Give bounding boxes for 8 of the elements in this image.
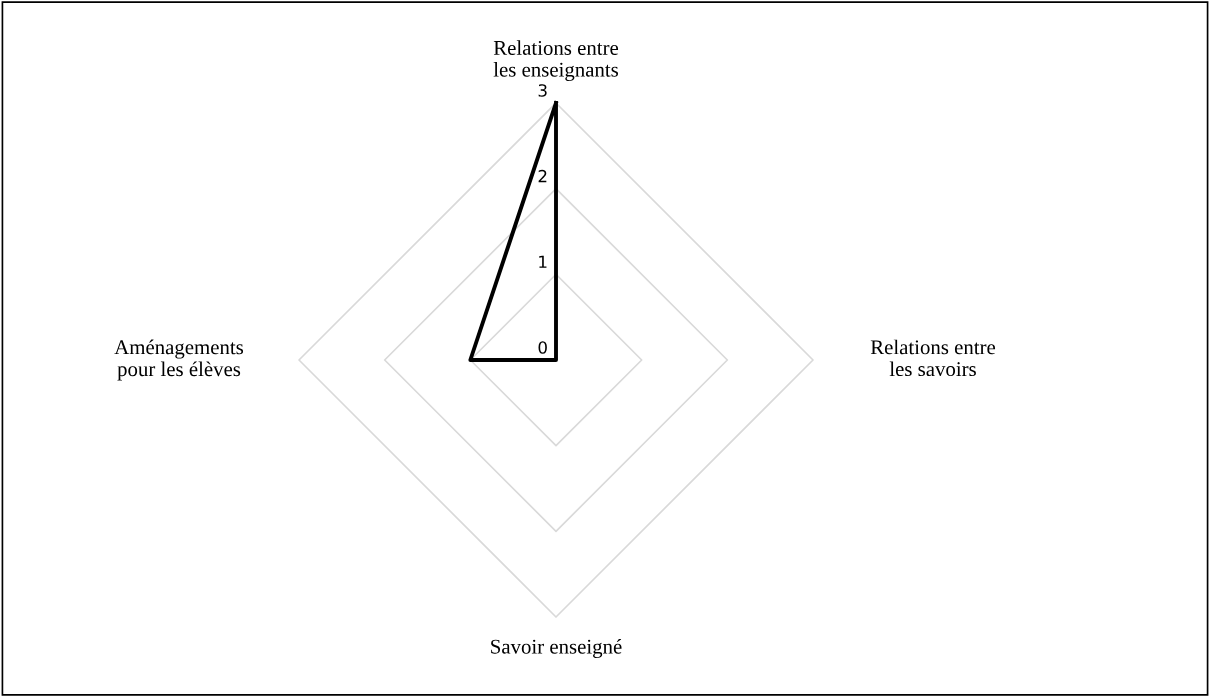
spoke-label: Aménagements pour les élèves	[114, 339, 244, 381]
spoke-label: Relations entre les savoirs	[870, 339, 996, 377]
y-tick-label: 0	[538, 341, 547, 354]
spoke-label: Savoir enseigné	[491, 639, 622, 658]
spoke-label: Relations entre les enseignants	[493, 40, 619, 81]
y-tick-label: 2	[538, 169, 547, 183]
y-tick-label: 1	[539, 255, 547, 268]
y-tick-label: 3	[538, 84, 547, 97]
